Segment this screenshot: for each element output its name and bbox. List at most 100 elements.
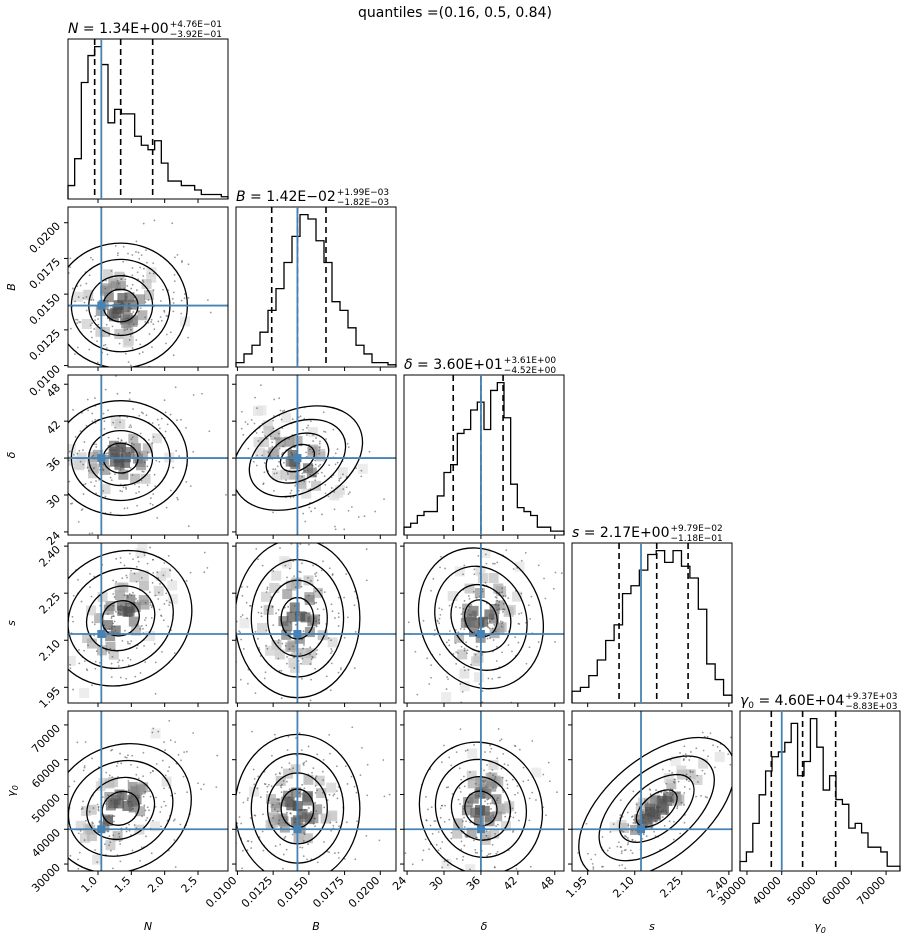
density-bin bbox=[254, 447, 265, 458]
density-bin bbox=[468, 605, 479, 616]
sample-point bbox=[252, 460, 255, 463]
sample-point bbox=[152, 323, 155, 326]
density-bin bbox=[256, 622, 267, 633]
sample-point bbox=[286, 576, 288, 579]
sample-point bbox=[130, 438, 133, 441]
sample-point bbox=[649, 808, 652, 810]
sample-point bbox=[251, 730, 253, 733]
sample-point bbox=[249, 604, 252, 607]
sample-point bbox=[208, 436, 210, 438]
hist-panel-δ bbox=[403, 374, 565, 536]
sample-point bbox=[506, 783, 509, 786]
sample-point bbox=[497, 604, 500, 607]
x-tick-label-s: 1.95 bbox=[563, 874, 590, 901]
sample-point bbox=[688, 759, 691, 761]
sample-point bbox=[558, 860, 560, 862]
density-bin bbox=[279, 556, 290, 567]
sample-point bbox=[706, 735, 709, 738]
sample-point bbox=[80, 509, 83, 512]
density-bin bbox=[692, 774, 703, 785]
sample-point bbox=[76, 346, 79, 349]
sample-point bbox=[250, 419, 253, 421]
sample-point bbox=[701, 731, 704, 734]
sample-point bbox=[271, 605, 274, 608]
sample-point bbox=[86, 398, 89, 401]
density-bin bbox=[239, 618, 250, 629]
sample-point bbox=[324, 874, 326, 876]
sample-point bbox=[53, 659, 55, 661]
sample-point bbox=[336, 461, 339, 464]
sample-point bbox=[434, 820, 437, 823]
sample-point bbox=[665, 813, 668, 815]
y-tick-label-B: 0.0175 bbox=[27, 255, 63, 291]
sample-point bbox=[511, 831, 514, 833]
sample-point bbox=[126, 596, 129, 599]
sample-point bbox=[590, 858, 593, 861]
sample-point bbox=[247, 447, 250, 450]
sample-point bbox=[312, 440, 315, 442]
sample-point bbox=[462, 875, 464, 877]
sample-point bbox=[501, 621, 504, 623]
sample-point bbox=[109, 472, 111, 475]
sample-point bbox=[277, 609, 280, 611]
sample-point bbox=[284, 644, 287, 647]
density-bin bbox=[289, 469, 300, 480]
title-main: B = 1.42E−02 bbox=[236, 189, 336, 205]
sample-point bbox=[528, 797, 531, 800]
sample-point bbox=[291, 799, 293, 801]
sample-point bbox=[119, 489, 122, 492]
sample-point bbox=[461, 690, 464, 693]
sample-point bbox=[63, 625, 65, 627]
sample-point bbox=[92, 454, 95, 457]
sample-point bbox=[130, 640, 133, 643]
sample-point bbox=[661, 768, 664, 771]
sample-point bbox=[459, 803, 461, 805]
sample-point bbox=[307, 424, 310, 427]
sample-point bbox=[737, 759, 739, 761]
sample-point bbox=[273, 472, 276, 475]
density-bin bbox=[116, 442, 127, 453]
sample-point bbox=[688, 788, 691, 790]
sample-point bbox=[492, 639, 495, 641]
sample-point bbox=[127, 361, 130, 363]
sample-point bbox=[102, 412, 105, 415]
sample-point bbox=[432, 577, 435, 580]
hist-step-δ bbox=[403, 381, 565, 535]
sample-point bbox=[314, 590, 317, 593]
sample-point bbox=[158, 608, 161, 611]
sample-point bbox=[112, 834, 115, 837]
sample-point bbox=[120, 609, 122, 612]
sample-point bbox=[697, 781, 699, 783]
density-bin bbox=[327, 637, 338, 648]
sample-point bbox=[152, 436, 155, 438]
sample-point bbox=[116, 392, 119, 395]
sample-point bbox=[520, 559, 523, 562]
title-minus: −3.92E−01 bbox=[170, 30, 222, 40]
sample-point bbox=[118, 840, 121, 842]
sample-point bbox=[299, 415, 302, 418]
sample-point bbox=[458, 767, 461, 770]
sample-point bbox=[297, 416, 300, 419]
sample-point bbox=[85, 819, 87, 822]
sample-point bbox=[122, 260, 125, 263]
hist-panel-N bbox=[67, 38, 229, 200]
sample-point bbox=[131, 267, 134, 269]
sample-point bbox=[303, 469, 306, 472]
sample-point bbox=[110, 676, 113, 679]
truth-marker bbox=[97, 825, 106, 834]
sample-point bbox=[516, 792, 519, 794]
sample-point bbox=[310, 810, 312, 813]
sample-point bbox=[161, 650, 163, 653]
sample-point bbox=[203, 551, 206, 554]
sample-point bbox=[463, 816, 465, 819]
sample-point bbox=[160, 825, 162, 828]
sample-point bbox=[302, 855, 305, 858]
sample-point bbox=[122, 464, 125, 467]
sample-point bbox=[138, 485, 141, 488]
sample-point bbox=[334, 452, 337, 455]
sample-point bbox=[293, 656, 296, 659]
sample-point bbox=[655, 789, 657, 791]
sample-point bbox=[378, 839, 381, 842]
sample-point bbox=[126, 507, 129, 509]
sample-point bbox=[254, 396, 256, 399]
